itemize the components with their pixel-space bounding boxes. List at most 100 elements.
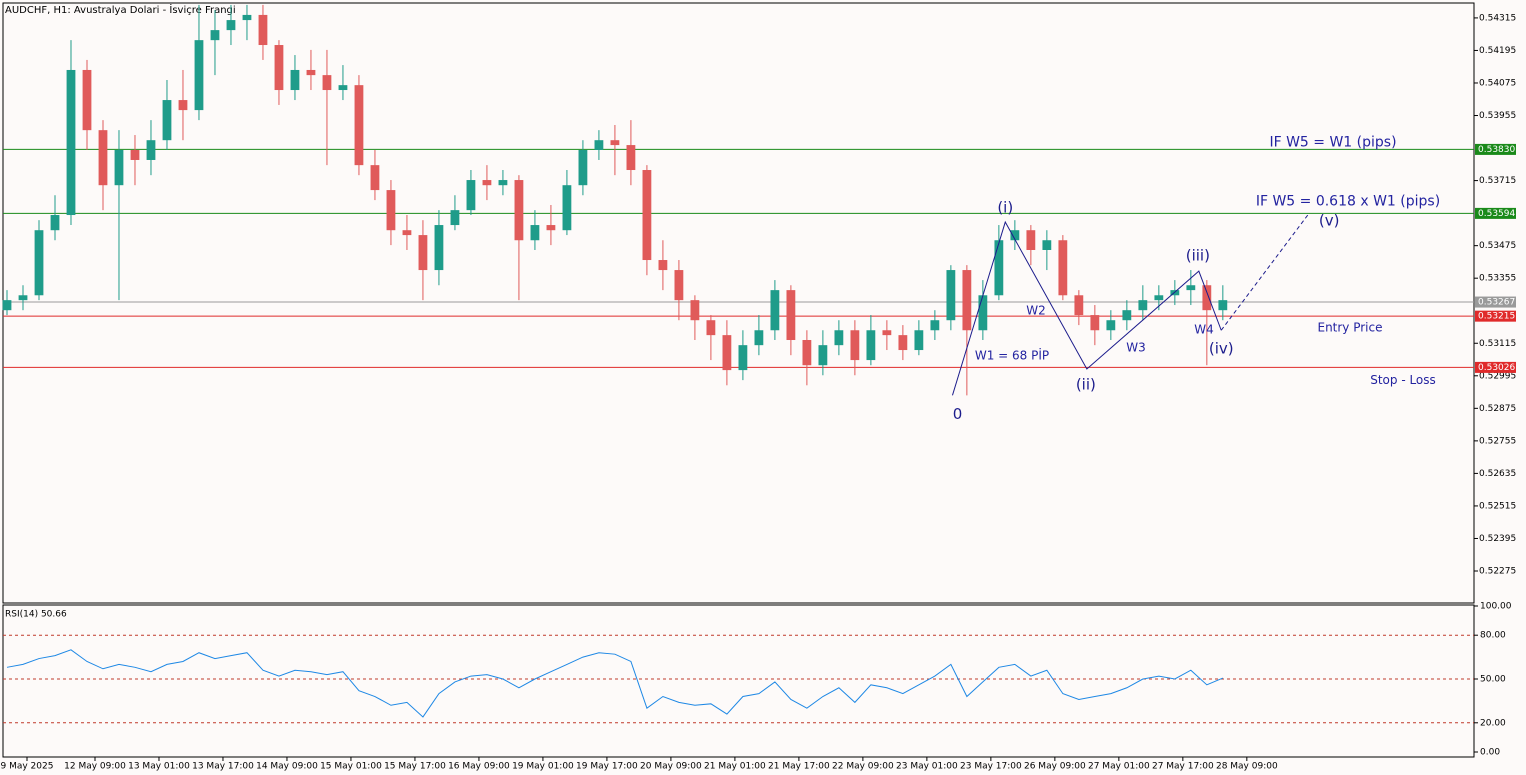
- level-price-box: [1475, 361, 1516, 373]
- candle-body: [226, 20, 236, 31]
- candle-body: [546, 225, 556, 231]
- x-tick-label: 26 May 09:00: [1024, 762, 1086, 772]
- wave-label: (v): [1319, 212, 1340, 230]
- candle-body: [322, 75, 332, 91]
- y-tick-label: 0.54195: [1479, 46, 1516, 56]
- level-note: IF W5 = 0.618 x W1 (pips): [1256, 193, 1440, 209]
- candle-body: [818, 345, 828, 366]
- x-tick-label: 27 May 17:00: [1152, 762, 1214, 772]
- candle-body: [994, 240, 1004, 296]
- wave-label: 0: [953, 405, 963, 423]
- y-tick-label: 0.52275: [1479, 567, 1516, 577]
- level-price-label: 0.53594: [1478, 209, 1515, 219]
- candle-body: [1074, 295, 1084, 316]
- candle-body: [834, 330, 844, 346]
- candle-body: [754, 330, 764, 346]
- level-price-box: [1475, 296, 1516, 308]
- candle-body: [626, 145, 636, 171]
- y-tick-label: 0.53475: [1479, 241, 1516, 251]
- candle-body: [786, 290, 796, 341]
- level-price-label: 0.53215: [1478, 312, 1515, 322]
- candle-body: [962, 270, 972, 331]
- x-tick-label: 19 May 17:00: [576, 762, 638, 772]
- candle-body: [978, 295, 988, 331]
- candle-body: [306, 69, 316, 76]
- candle-body: [1042, 240, 1052, 250]
- candle-body: [1106, 320, 1116, 331]
- candle-body: [258, 14, 268, 46]
- candle-body: [1090, 315, 1100, 331]
- candle-body: [18, 295, 28, 301]
- candle-body: [242, 14, 252, 21]
- candle-body: [1058, 240, 1068, 296]
- candle-body: [642, 170, 652, 261]
- candle-body: [1186, 285, 1196, 291]
- level-price-box: [1475, 310, 1516, 322]
- candle-body: [866, 330, 876, 361]
- candle-body: [114, 149, 124, 186]
- level-price-label: 0.53267: [1478, 298, 1515, 308]
- x-tick-label: 21 May 17:00: [768, 762, 830, 772]
- candle-body: [418, 235, 428, 271]
- candle-body: [930, 320, 940, 331]
- x-tick-label: 20 May 09:00: [640, 762, 702, 772]
- x-tick-label: 12 May 09:00: [64, 762, 126, 772]
- x-tick-label: 13 May 17:00: [192, 762, 254, 772]
- candle-body: [386, 190, 396, 231]
- candle-body: [674, 270, 684, 301]
- candle-body: [98, 130, 108, 186]
- level-note: Stop - Loss: [1370, 373, 1436, 387]
- y-tick-label: 80.00: [1480, 631, 1506, 641]
- x-tick-label: 9 May 2025: [1, 762, 54, 772]
- wave-segment-label: W2: [1026, 304, 1046, 318]
- level-price-box: [1475, 143, 1516, 155]
- y-tick-label: 50.00: [1480, 675, 1506, 685]
- candle-body: [690, 300, 700, 321]
- wave-segment-label: W3: [1126, 341, 1146, 355]
- y-tick-label: 0.54075: [1479, 78, 1516, 88]
- candle-body: [562, 185, 572, 231]
- level-note: IF W5 = W1 (pips): [1269, 134, 1396, 150]
- candle-body: [594, 140, 604, 150]
- x-tick-label: 15 May 01:00: [320, 762, 382, 772]
- level-price-label: 0.53026: [1478, 363, 1515, 373]
- wave-line: [951, 220, 1222, 396]
- candle-body: [210, 30, 220, 41]
- x-tick-label: 27 May 01:00: [1088, 762, 1150, 772]
- y-tick-label: 0.52515: [1479, 501, 1516, 511]
- candle-body: [610, 140, 620, 146]
- x-tick-label: 22 May 09:00: [832, 762, 894, 772]
- candle-body: [498, 180, 508, 186]
- x-tick-label: 15 May 17:00: [384, 762, 446, 772]
- candle-body: [578, 149, 588, 186]
- candle-body: [130, 149, 140, 160]
- wave-label: (iii): [1186, 247, 1210, 265]
- x-tick-label: 28 May 09:00: [1216, 762, 1278, 772]
- wave-segment-label: W1 = 68 PİP: [975, 348, 1049, 363]
- candle-body: [658, 260, 668, 271]
- candle-body: [898, 335, 908, 351]
- candle-body: [882, 330, 892, 336]
- candle-body: [850, 330, 860, 361]
- candle-body: [178, 100, 188, 111]
- candle-body: [146, 140, 156, 160]
- candle-body: [706, 320, 716, 336]
- y-tick-label: 20.00: [1480, 718, 1506, 728]
- x-tick-label: 14 May 09:00: [256, 762, 318, 772]
- y-tick-label: 0.54315: [1479, 13, 1516, 23]
- candle-body: [402, 230, 412, 236]
- candle-body: [66, 69, 76, 216]
- candle-body: [802, 340, 812, 366]
- candle-body: [450, 210, 460, 226]
- candle-body: [82, 69, 92, 131]
- candle-body: [1218, 300, 1228, 311]
- candle-body: [354, 85, 364, 166]
- candle-body: [1026, 230, 1036, 250]
- candle-body: [530, 225, 540, 241]
- candle-body: [370, 165, 380, 191]
- x-tick-label: 19 May 01:00: [512, 762, 574, 772]
- candle-body: [466, 180, 476, 211]
- candle-body: [946, 270, 956, 321]
